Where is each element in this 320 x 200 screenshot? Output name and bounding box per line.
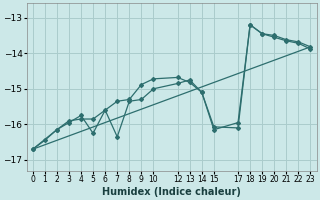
X-axis label: Humidex (Indice chaleur): Humidex (Indice chaleur) [102,187,241,197]
